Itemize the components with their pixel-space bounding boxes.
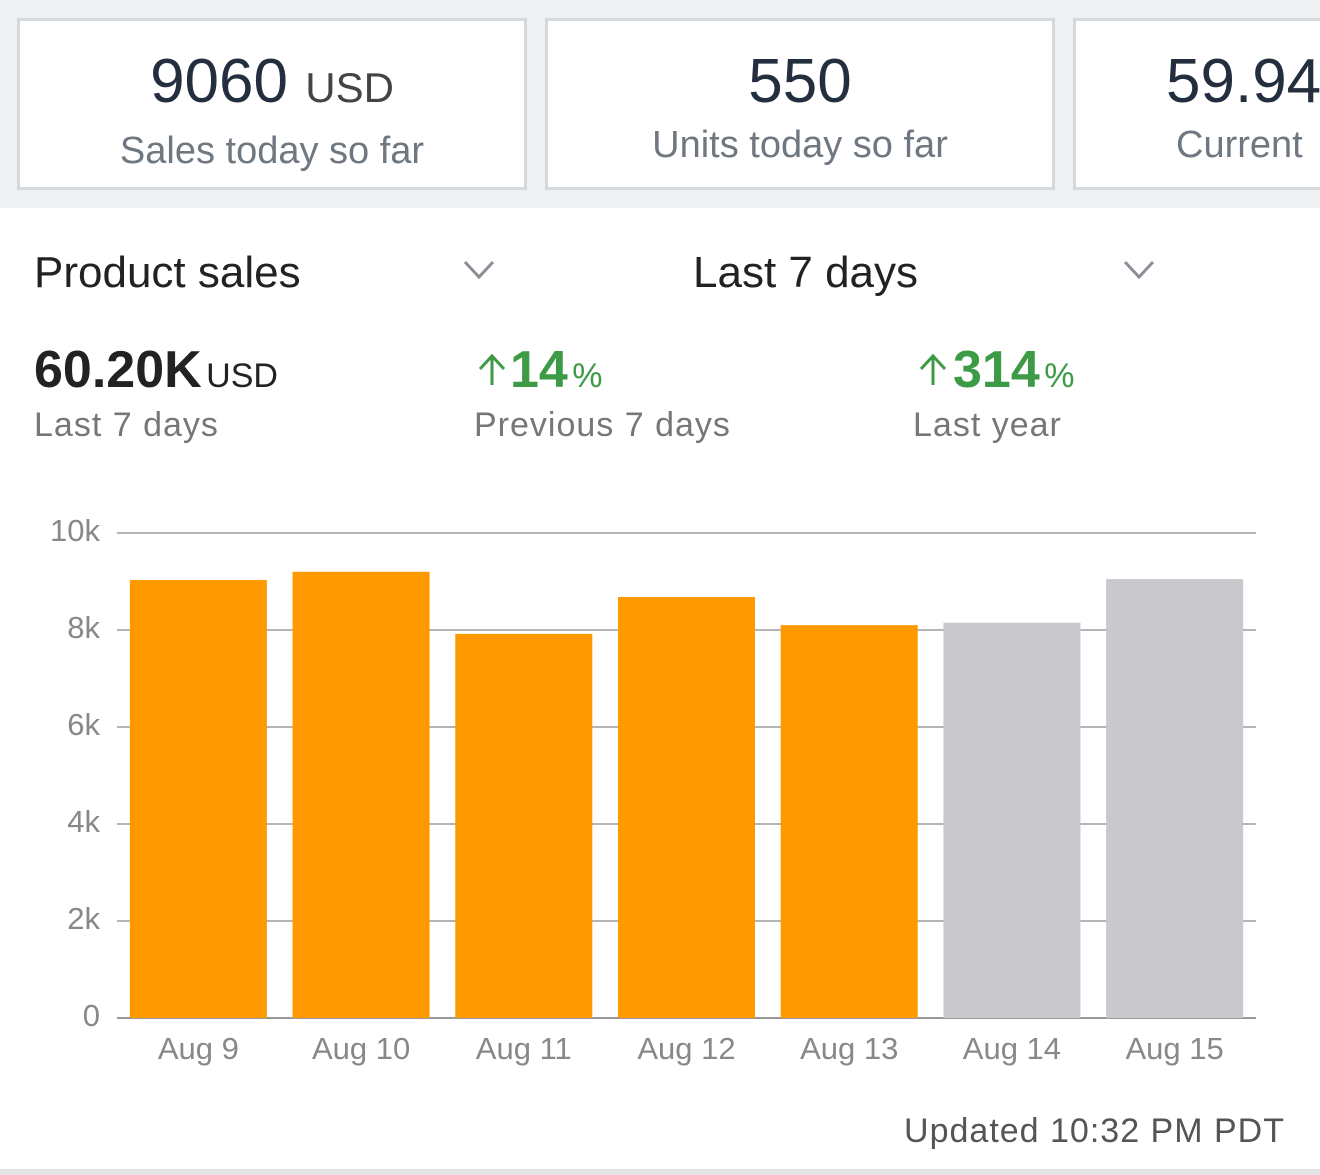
- summary-unit: USD: [206, 357, 278, 395]
- x-tick-label: Aug 13: [800, 1031, 898, 1066]
- x-tick-label: Aug 9: [158, 1031, 239, 1066]
- kpi-label: Sales today so far: [119, 130, 425, 172]
- summary-label: Previous 7 days: [474, 406, 731, 444]
- summary-last-year: 314 % Last year: [913, 340, 1074, 445]
- kpi-label: Units today so far: [652, 124, 948, 166]
- x-tick-label: Aug 14: [963, 1031, 1061, 1066]
- up-arrow: [919, 353, 947, 385]
- kpi-card[interactable]: 59.94 Current: [1073, 18, 1320, 190]
- chart: 0 2k 4k 6k 8k 10k Aug 9 Aug 10 Aug 11 Aug 12 Aug 1…: [50, 513, 1256, 1066]
- chevron[interactable]: [1122, 258, 1156, 282]
- metric-selector[interactable]: Product sales: [34, 248, 301, 297]
- kpi-band: 9060 USD Sales today so far 550 Units to…: [0, 0, 1320, 208]
- up-arrow: [478, 353, 506, 385]
- y-tick-label: 2k: [67, 901, 100, 936]
- x-tick-label: Aug 12: [637, 1031, 735, 1066]
- summary-label: Last 7 days: [34, 406, 219, 444]
- bar: [618, 597, 755, 1018]
- period-selector[interactable]: Last 7 days: [693, 248, 919, 297]
- x-tick-label: Aug 11: [476, 1031, 572, 1066]
- bar: [292, 571, 430, 1018]
- bar: [780, 625, 918, 1018]
- y-tick-label: 8k: [67, 610, 100, 645]
- y-tick-label: 10k: [50, 513, 100, 548]
- x-tick-label: Aug 15: [1126, 1031, 1224, 1066]
- kpi-label: Current: [1176, 124, 1303, 166]
- kpi-card[interactable]: 9060 USD Sales today so far: [17, 18, 527, 190]
- y-tick-label: 4k: [67, 804, 100, 839]
- kpi-card[interactable]: 550 Units today so far: [545, 18, 1055, 190]
- bar: [455, 633, 593, 1018]
- updated-time: Updated 10:32 PM PDT: [904, 1112, 1285, 1150]
- y-tick-label: 6k: [67, 707, 100, 742]
- kpi-value: 9060: [150, 47, 288, 116]
- bar: [943, 622, 1081, 1018]
- bar: [129, 580, 267, 1018]
- kpi-value: 550: [748, 47, 852, 116]
- summary-total: 60.20K USD Last 7 days: [34, 340, 278, 445]
- summary-previous: 14 % Previous 7 days: [474, 340, 731, 445]
- summary-unit: %: [572, 357, 603, 395]
- x-tick-label: Aug 10: [312, 1031, 410, 1066]
- summary-label: Last year: [913, 406, 1062, 444]
- chevron[interactable]: [462, 258, 496, 282]
- summary-value: 14: [510, 341, 568, 399]
- summary-unit: %: [1044, 357, 1075, 395]
- footer-rule: [0, 1169, 1320, 1175]
- kpi-unit: USD: [305, 64, 394, 111]
- summary-value: 60.20K: [34, 341, 202, 399]
- kpi-value: 59.94: [1166, 47, 1320, 116]
- summary-value: 314: [953, 341, 1040, 399]
- bar: [1106, 579, 1244, 1018]
- y-tick-label: 0: [83, 998, 100, 1033]
